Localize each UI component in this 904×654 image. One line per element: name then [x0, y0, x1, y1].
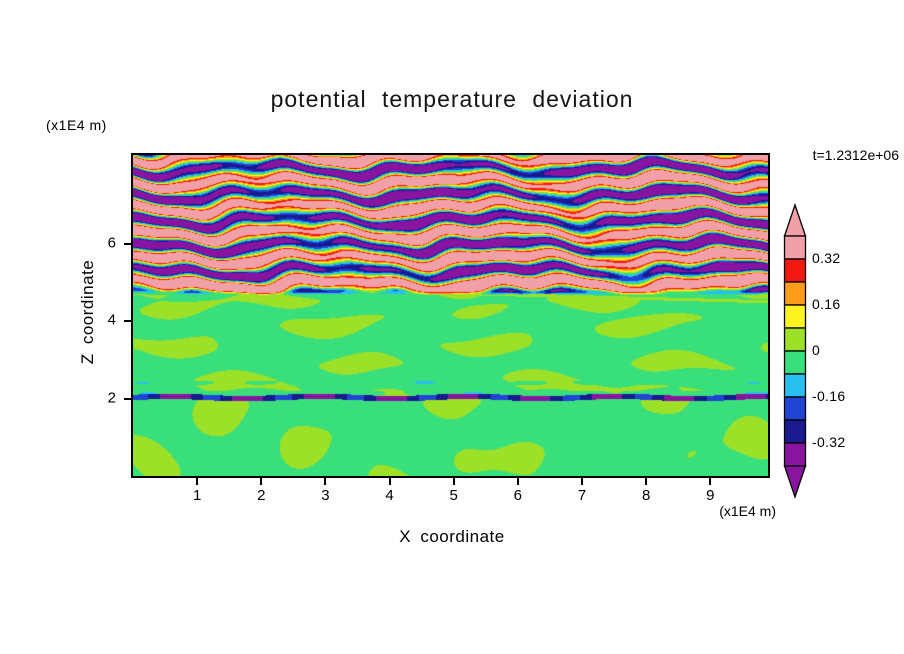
x-axis-title: X coordinate [399, 527, 505, 546]
x-axis-tick-label: 4 [385, 487, 394, 504]
x-axis-tick [196, 478, 199, 485]
x-axis-tick [388, 478, 391, 485]
colorbar-tick-label: -0.16 [812, 388, 846, 404]
colorbar-tick-label: 0.16 [812, 296, 841, 312]
y-axis-tick-label: 6 [107, 234, 116, 252]
x-axis-tick-label: 8 [641, 487, 651, 504]
y-axis-tick [124, 242, 131, 245]
colorbar-segment [783, 235, 807, 260]
colorbar-segment [783, 396, 807, 421]
colorbar-segment [783, 419, 807, 444]
x-axis-tick-label: 7 [577, 487, 587, 504]
y-axis-tick-label: 4 [107, 311, 116, 329]
x-axis-tick [709, 478, 712, 485]
colorbar-segment [783, 281, 807, 306]
colorbar-segment [783, 258, 807, 283]
heatmap-canvas [131, 153, 770, 478]
x-axis-tick [324, 478, 327, 485]
plot-title: potential temperature deviation [270, 86, 634, 112]
colorbar-segment [783, 327, 807, 352]
x-axis-tick [452, 478, 455, 485]
x-axis-tick [260, 478, 263, 485]
x-axis-tick-label: 5 [449, 487, 458, 504]
x-axis-tick-label: 2 [257, 487, 266, 504]
y-axis-unit-label: (x1E4 m) [46, 117, 107, 133]
colorbar [783, 202, 807, 500]
y-axis-tick [124, 397, 131, 400]
colorbar-segment [783, 442, 807, 467]
colorbar-segment [783, 373, 807, 398]
time-label: t=1.2312e+06 [812, 147, 899, 163]
colorbar-tick-label: 0.32 [812, 250, 841, 266]
x-axis-tick [580, 478, 583, 485]
colorbar-tick-label: -0.32 [812, 434, 846, 450]
y-axis-tick [124, 320, 131, 323]
colorbar-arrow-down [783, 465, 807, 500]
x-axis-tick-label: 9 [706, 487, 715, 504]
colorbar-arrow-up [783, 202, 807, 237]
colorbar-segment [783, 304, 807, 329]
x-axis-unit-label: (x1E4 m) [719, 503, 776, 519]
x-axis-tick [516, 478, 519, 485]
colorbar-segment [783, 350, 807, 375]
y-axis-tick-label: 2 [107, 389, 116, 407]
x-axis-tick-label: 6 [513, 487, 523, 504]
x-axis-tick-label: 1 [192, 487, 202, 504]
x-axis-tick-label: 3 [321, 487, 330, 504]
colorbar-tick-label: 0 [812, 342, 821, 358]
x-axis-tick [645, 478, 648, 485]
